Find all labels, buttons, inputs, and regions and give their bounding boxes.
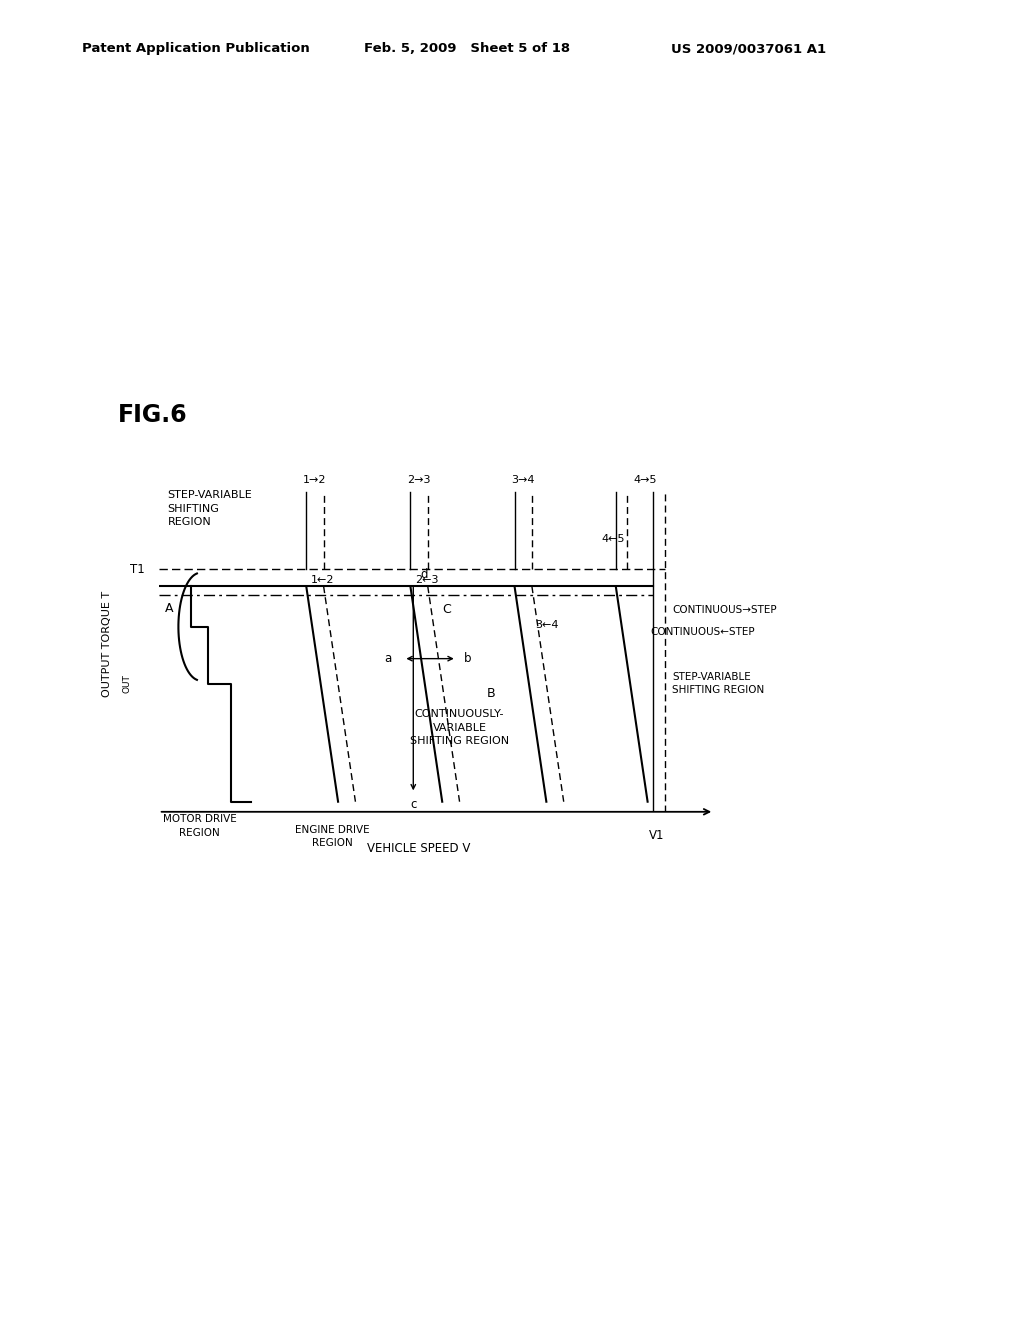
Text: OUTPUT TORQUE T: OUTPUT TORQUE T	[101, 590, 112, 697]
Text: T1: T1	[129, 562, 144, 576]
Text: 4→5: 4→5	[633, 475, 656, 486]
Text: V1: V1	[648, 829, 664, 842]
Text: C: C	[442, 603, 451, 616]
Text: FIG.6: FIG.6	[118, 403, 187, 426]
Text: 3→4: 3→4	[511, 475, 535, 486]
Text: a: a	[385, 652, 392, 665]
Text: MOTOR DRIVE
REGION: MOTOR DRIVE REGION	[163, 814, 237, 838]
Text: 3←4: 3←4	[535, 620, 558, 630]
Text: 2←3: 2←3	[415, 574, 438, 585]
Text: US 2009/0037061 A1: US 2009/0037061 A1	[671, 42, 825, 55]
Text: Feb. 5, 2009   Sheet 5 of 18: Feb. 5, 2009 Sheet 5 of 18	[364, 42, 569, 55]
Text: STEP-VARIABLE
SHIFTING
REGION: STEP-VARIABLE SHIFTING REGION	[167, 490, 252, 527]
Text: 1←2: 1←2	[311, 574, 335, 585]
Text: CONTINUOUS→STEP: CONTINUOUS→STEP	[672, 605, 776, 615]
Text: B: B	[487, 688, 496, 701]
Text: A: A	[165, 602, 173, 615]
Text: STEP-VARIABLE
SHIFTING REGION: STEP-VARIABLE SHIFTING REGION	[672, 672, 764, 696]
Text: CONTINUOUSLY-
VARIABLE
SHIFTING REGION: CONTINUOUSLY- VARIABLE SHIFTING REGION	[410, 709, 509, 746]
Text: 1→2: 1→2	[303, 475, 327, 486]
Text: b: b	[464, 652, 472, 665]
Text: CONTINUOUS←STEP: CONTINUOUS←STEP	[650, 627, 755, 636]
Text: Patent Application Publication: Patent Application Publication	[82, 42, 309, 55]
Text: OUT: OUT	[123, 675, 131, 693]
Text: 4←5: 4←5	[601, 535, 625, 544]
Text: ENGINE DRIVE
REGION: ENGINE DRIVE REGION	[296, 825, 370, 849]
Text: c: c	[410, 799, 417, 812]
Text: d: d	[420, 568, 428, 581]
Text: 2→3: 2→3	[408, 475, 431, 486]
Text: VEHICLE SPEED V: VEHICLE SPEED V	[368, 842, 471, 855]
